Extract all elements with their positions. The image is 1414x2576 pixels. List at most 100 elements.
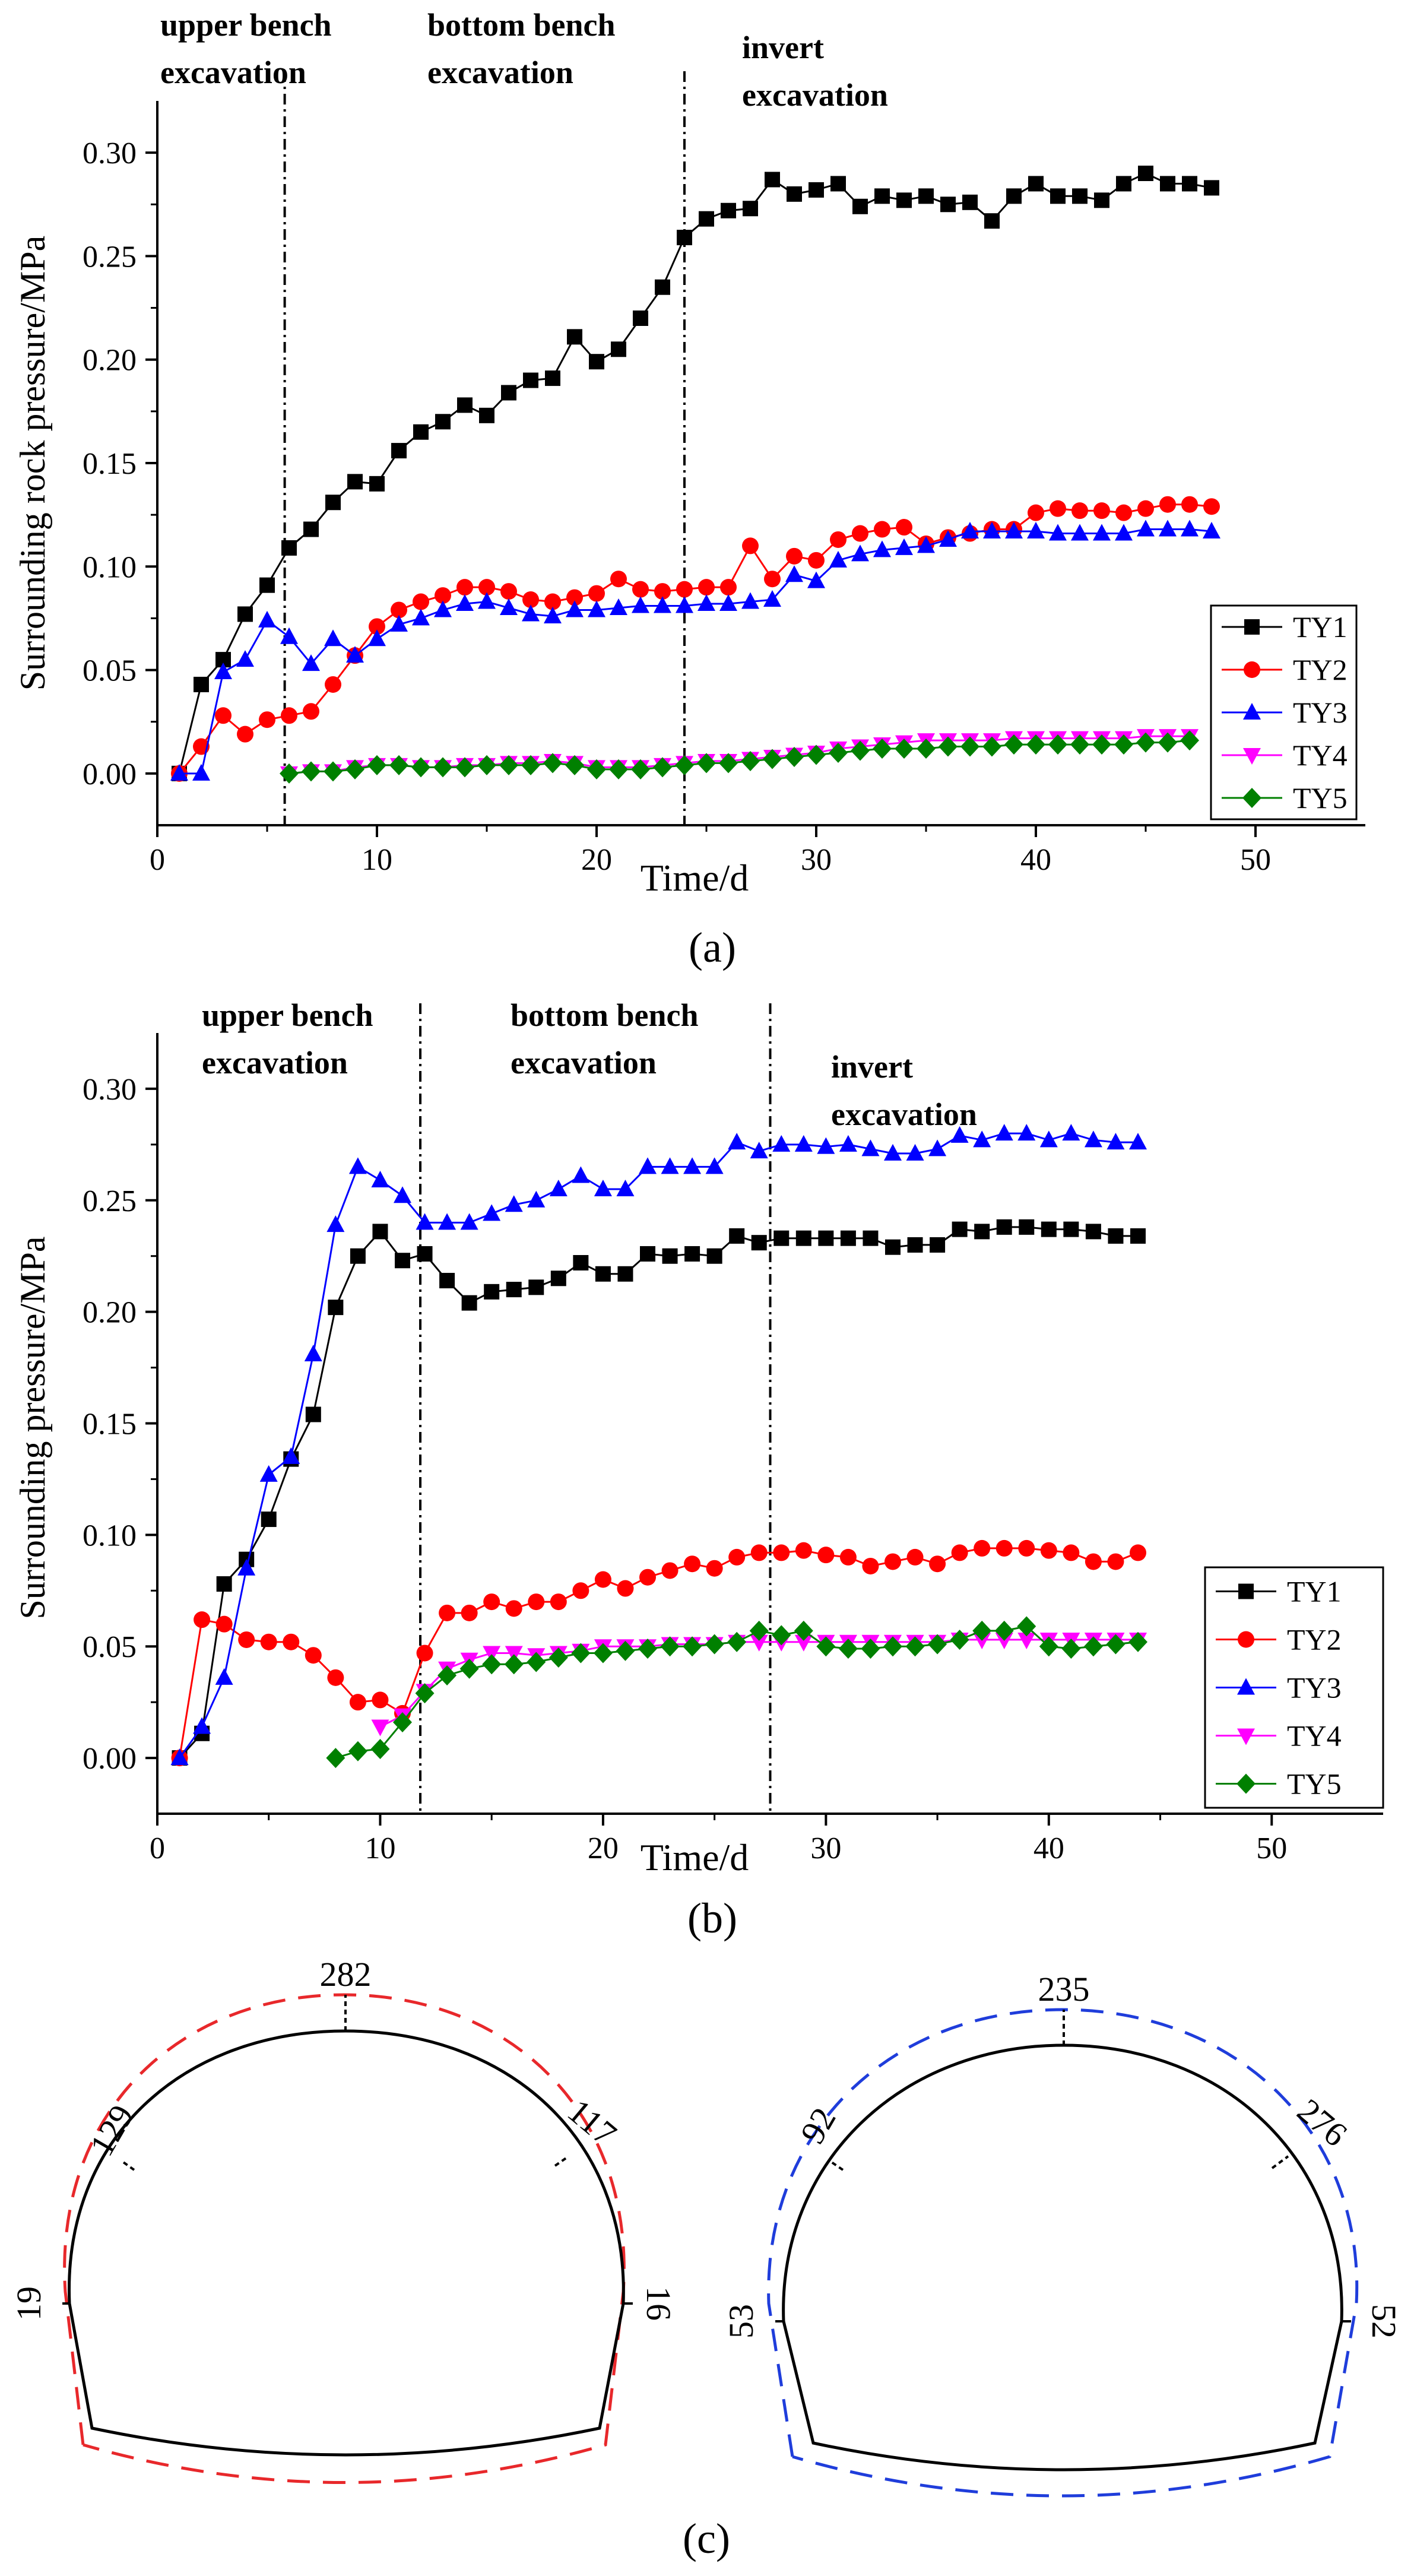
legend-swatch-marker bbox=[1243, 748, 1261, 765]
data-point-ty2 bbox=[1130, 1544, 1146, 1561]
data-point-ty5 bbox=[939, 736, 958, 757]
legend-swatch-marker bbox=[1237, 1678, 1255, 1695]
data-point-ty3 bbox=[917, 536, 935, 553]
data-point-ty3 bbox=[1071, 524, 1089, 541]
data-point-ty3 bbox=[1005, 522, 1023, 539]
data-point-ty5 bbox=[660, 1636, 680, 1657]
data-point-ty1 bbox=[1072, 188, 1088, 204]
data-point-ty5 bbox=[873, 739, 892, 759]
data-point-ty5 bbox=[477, 755, 496, 775]
data-point-ty1 bbox=[589, 354, 604, 370]
data-point-ty2 bbox=[413, 593, 429, 610]
data-point-ty2 bbox=[594, 1571, 611, 1588]
data-point-ty3 bbox=[1129, 1133, 1147, 1150]
x-tick-label: 10 bbox=[364, 1832, 395, 1865]
y-axis-title-a: Surrounding rock pressure/MPa bbox=[13, 236, 52, 691]
legend-entry: TY3 bbox=[1287, 1671, 1342, 1704]
data-point-ty2 bbox=[505, 1600, 522, 1617]
caption-a: (a) bbox=[689, 924, 736, 971]
data-point-ty5 bbox=[917, 739, 936, 759]
data-point-ty5 bbox=[653, 757, 672, 778]
data-point-ty3 bbox=[282, 1447, 300, 1464]
data-point-ty3 bbox=[170, 1748, 189, 1766]
data-point-ty2 bbox=[1107, 1553, 1124, 1570]
data-point-ty3 bbox=[763, 590, 781, 607]
data-point-ty1 bbox=[896, 192, 912, 208]
data-point-ty3 bbox=[1039, 1130, 1058, 1148]
data-point-ty1 bbox=[484, 1284, 500, 1300]
data-point-ty1 bbox=[1182, 176, 1197, 192]
data-point-ty5 bbox=[393, 1712, 412, 1732]
data-point-ty3 bbox=[566, 600, 584, 617]
data-point-ty2 bbox=[372, 1691, 389, 1709]
x-tick-label: 50 bbox=[1256, 1832, 1287, 1865]
data-point-ty2 bbox=[874, 521, 890, 538]
data-point-ty5 bbox=[616, 1640, 635, 1661]
data-point-ty2 bbox=[632, 581, 649, 598]
data-point-ty3 bbox=[661, 1157, 679, 1174]
data-point-ty2 bbox=[929, 1555, 946, 1573]
data-point-ty4 bbox=[371, 1719, 389, 1737]
data-point-ty5 bbox=[749, 1620, 769, 1641]
x-axis-title-b: Time/d bbox=[641, 1836, 749, 1878]
data-point-ty3 bbox=[588, 600, 605, 617]
data-point-ty3 bbox=[873, 540, 891, 557]
data-point-ty2 bbox=[483, 1593, 500, 1611]
legend-entry: TY1 bbox=[1287, 1575, 1342, 1608]
data-point-ty5 bbox=[345, 759, 364, 780]
data-point-ty2 bbox=[1018, 1539, 1035, 1557]
data-point-ty2 bbox=[283, 1633, 300, 1650]
x-tick-label: 20 bbox=[588, 1832, 619, 1865]
data-point-ty2 bbox=[698, 579, 715, 596]
data-point-ty1 bbox=[677, 230, 692, 246]
data-point-ty3 bbox=[544, 606, 562, 623]
data-point-ty5 bbox=[1048, 734, 1067, 755]
data-point-ty5 bbox=[960, 736, 979, 757]
x-tick-label: 50 bbox=[1240, 843, 1271, 877]
data-point-ty5 bbox=[609, 759, 628, 780]
data-point-ty3 bbox=[215, 1668, 233, 1685]
data-point-ty5 bbox=[883, 1636, 902, 1657]
data-point-ty1 bbox=[413, 424, 429, 440]
data-point-ty3 bbox=[1159, 519, 1177, 537]
data-point-ty3 bbox=[1062, 1124, 1080, 1141]
data-point-ty1 bbox=[840, 1230, 856, 1246]
data-point-ty2 bbox=[281, 707, 297, 724]
data-point-ty2 bbox=[327, 1669, 344, 1686]
data-point-ty2 bbox=[1040, 1542, 1057, 1559]
data-point-ty2 bbox=[808, 552, 825, 569]
data-point-ty2 bbox=[435, 587, 451, 604]
data-point-ty1 bbox=[501, 385, 516, 401]
data-point-ty3 bbox=[505, 1195, 523, 1212]
data-point-ty3 bbox=[1181, 519, 1199, 537]
data-point-ty1 bbox=[773, 1230, 790, 1246]
x-tick-label: 40 bbox=[1033, 1832, 1064, 1865]
data-point-ty4 bbox=[995, 1632, 1013, 1649]
data-point-ty3 bbox=[829, 550, 847, 568]
data-point-ty3 bbox=[1027, 522, 1045, 539]
data-point-ty1 bbox=[528, 1279, 544, 1295]
data-point-ty5 bbox=[772, 1625, 791, 1646]
data-point-ty3 bbox=[326, 1215, 345, 1232]
data-point-ty3 bbox=[950, 1126, 969, 1143]
data-point-ty2 bbox=[706, 1560, 723, 1577]
data-point-ty1 bbox=[830, 176, 846, 192]
data-point-ty3 bbox=[807, 571, 825, 588]
data-point-ty2 bbox=[1159, 496, 1176, 513]
data-point-ty5 bbox=[1083, 1636, 1103, 1657]
data-point-ty5 bbox=[861, 1638, 880, 1659]
legend-a: TY1 TY2 TY3 TY4 TY5 bbox=[1210, 604, 1358, 820]
data-point-ty2 bbox=[215, 707, 232, 724]
legend-b: TY1 TY2 TY3 TY4 TY5 bbox=[1204, 1566, 1384, 1809]
data-point-ty2 bbox=[795, 1542, 812, 1559]
data-point-ty3 bbox=[390, 614, 408, 632]
data-point-ty2 bbox=[720, 579, 737, 596]
data-point-ty1 bbox=[545, 370, 560, 386]
data-point-ty1 bbox=[1006, 188, 1022, 204]
data-point-ty1 bbox=[391, 443, 407, 459]
data-point-ty3 bbox=[460, 1213, 478, 1230]
data-point-ty3 bbox=[237, 1558, 256, 1576]
data-point-ty5 bbox=[705, 1634, 724, 1655]
data-point-ty5 bbox=[1158, 732, 1177, 753]
data-point-ty3 bbox=[416, 1213, 434, 1230]
